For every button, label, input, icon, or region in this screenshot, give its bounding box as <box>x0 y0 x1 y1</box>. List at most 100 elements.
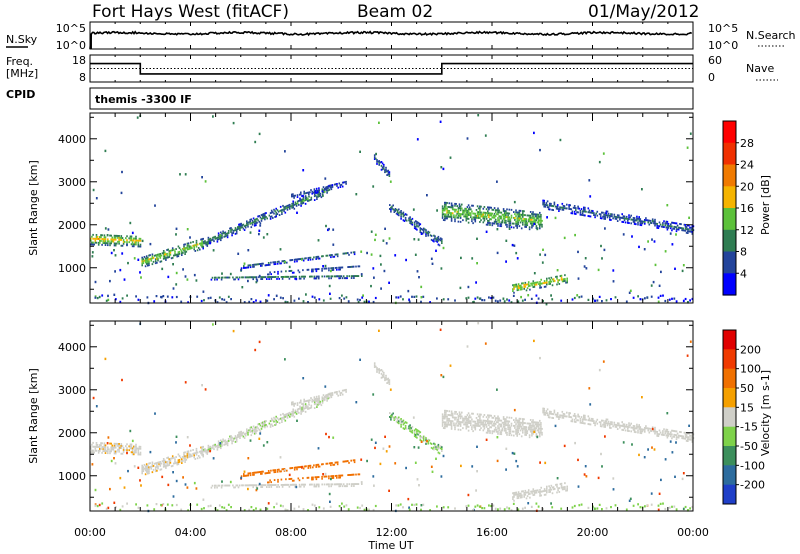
velocity-cell <box>328 396 331 399</box>
power-cell <box>290 259 293 262</box>
velocity-cell <box>450 420 453 423</box>
power-cell <box>480 213 482 216</box>
velocity-cell <box>312 478 314 481</box>
power-cell <box>430 238 433 241</box>
velocity-cell <box>672 429 674 432</box>
power-cell <box>414 253 417 256</box>
power-cell <box>542 282 545 285</box>
velocity-cell <box>247 429 249 432</box>
velocity-cell <box>194 452 197 455</box>
power-cell <box>389 180 392 183</box>
velocity-cell <box>590 419 593 422</box>
power-cell <box>583 265 586 268</box>
power-cell <box>193 246 195 249</box>
power-cell <box>637 295 639 298</box>
power-cell <box>503 217 506 220</box>
power-cell <box>408 217 410 220</box>
power-cell <box>411 295 413 298</box>
velocity-cell <box>394 416 397 418</box>
velocity-cell <box>433 448 435 451</box>
power-cell <box>311 192 313 195</box>
velocity-cell <box>467 412 470 415</box>
velocity-cell <box>474 426 477 429</box>
velocity-cell <box>145 465 148 468</box>
velocity-cell <box>310 483 312 486</box>
power-cell <box>630 214 632 217</box>
power-cell <box>256 279 259 282</box>
velocity-cell <box>668 433 671 436</box>
velocity-cell <box>502 421 505 424</box>
power-cell <box>283 206 285 209</box>
velocity-cell <box>131 449 134 452</box>
power-cell <box>603 215 605 218</box>
velocity-cell <box>493 424 496 427</box>
velocity-cell <box>688 436 690 439</box>
velocity-cell <box>535 423 538 426</box>
velocity-cell <box>284 413 287 416</box>
power-cell <box>506 216 508 219</box>
time-axis: 00:00 04:00 08:00 12:00 16:00 20:00 00:0… <box>74 22 709 539</box>
power-cell <box>373 154 376 157</box>
velocity-cell <box>276 486 278 488</box>
colorbar-segment <box>723 121 736 144</box>
velocity-cell <box>458 423 461 425</box>
velocity-cell <box>389 388 392 391</box>
power-cell <box>263 213 265 215</box>
power-cell <box>279 248 282 251</box>
velocity-cell <box>144 467 147 470</box>
power-cell <box>340 183 343 186</box>
power-cell <box>517 285 520 287</box>
power-cell <box>439 239 442 242</box>
power-cell <box>598 295 601 298</box>
power-cell <box>195 279 198 282</box>
velocity-cell <box>258 340 261 344</box>
velocity-cell <box>543 409 545 412</box>
power-cell <box>510 226 513 229</box>
velocity-cell <box>564 486 566 488</box>
velocity-cell <box>133 453 135 456</box>
velocity-cell <box>96 444 99 446</box>
power-cell <box>372 267 375 270</box>
velocity-cell <box>479 417 481 420</box>
velocity-cell <box>316 463 319 466</box>
power-cell <box>682 227 684 230</box>
power-cell <box>168 256 171 258</box>
power-cell <box>578 207 580 210</box>
velocity-cell <box>602 360 605 363</box>
velocity-cell <box>249 428 251 431</box>
velocity-cell <box>164 459 166 462</box>
power-cell <box>533 285 536 288</box>
velocity-cell <box>482 415 485 418</box>
power-cell <box>561 208 564 211</box>
velocity-cell <box>350 459 352 462</box>
velocity-cell <box>449 423 452 426</box>
velocity-cell <box>126 443 128 446</box>
power-cell <box>484 134 487 137</box>
power-cell <box>544 285 547 288</box>
power-cell <box>532 224 534 227</box>
velocity-cell <box>160 468 163 471</box>
power-cell <box>287 275 290 278</box>
power-cell <box>225 301 228 304</box>
velocity-cell <box>516 419 518 422</box>
velocity-cell <box>618 422 620 425</box>
power-cell <box>556 204 559 206</box>
velocity-cell <box>274 418 276 421</box>
velocity-cell <box>229 480 232 484</box>
power-cell <box>144 257 147 260</box>
power-cell <box>540 215 542 218</box>
velocity-cell <box>454 424 456 427</box>
beam-label: Beam 02 <box>357 2 433 22</box>
power-cell <box>254 140 257 144</box>
velocity-cell <box>152 468 155 471</box>
velocity-cell <box>535 489 538 492</box>
velocity-cell <box>498 419 500 422</box>
velocity-cell <box>575 415 577 418</box>
velocity-cell <box>379 369 382 372</box>
nsky-label: N.Sky <box>6 33 38 46</box>
power-cell <box>563 207 566 210</box>
velocity-cell <box>282 505 284 508</box>
power-cell <box>202 290 205 293</box>
velocity-cell <box>635 427 637 430</box>
power-cell <box>446 215 448 218</box>
